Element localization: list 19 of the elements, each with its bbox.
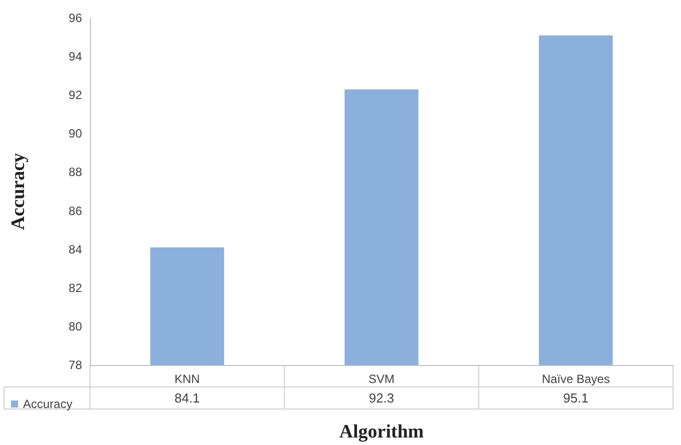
y-tick-label: 82 (68, 280, 82, 295)
y-axis-title: Accuracy (8, 152, 29, 230)
data-label: 84.1 (174, 390, 200, 406)
legend-label: Accuracy (23, 397, 72, 411)
y-tick-label: 86 (68, 204, 82, 218)
x-tick-label: SVM (368, 372, 395, 386)
data-label: 95.1 (563, 390, 588, 406)
y-tick-label: 88 (68, 165, 82, 180)
y-tick-label: 80 (68, 319, 82, 334)
x-tick-label: KNN (174, 372, 200, 386)
data-label: 92.3 (368, 390, 394, 406)
y-tick-label: 90 (68, 126, 82, 141)
y-tick-label: 96 (68, 11, 82, 25)
x-axis-title: Algorithm (339, 422, 424, 442)
y-tick-label: 84 (68, 242, 82, 256)
y-tick-label: 92 (68, 88, 82, 102)
x-tick-label: Naïve Bayes (542, 372, 610, 386)
y-tick-label: 78 (68, 358, 82, 372)
y-tick-label: 94 (68, 50, 82, 64)
